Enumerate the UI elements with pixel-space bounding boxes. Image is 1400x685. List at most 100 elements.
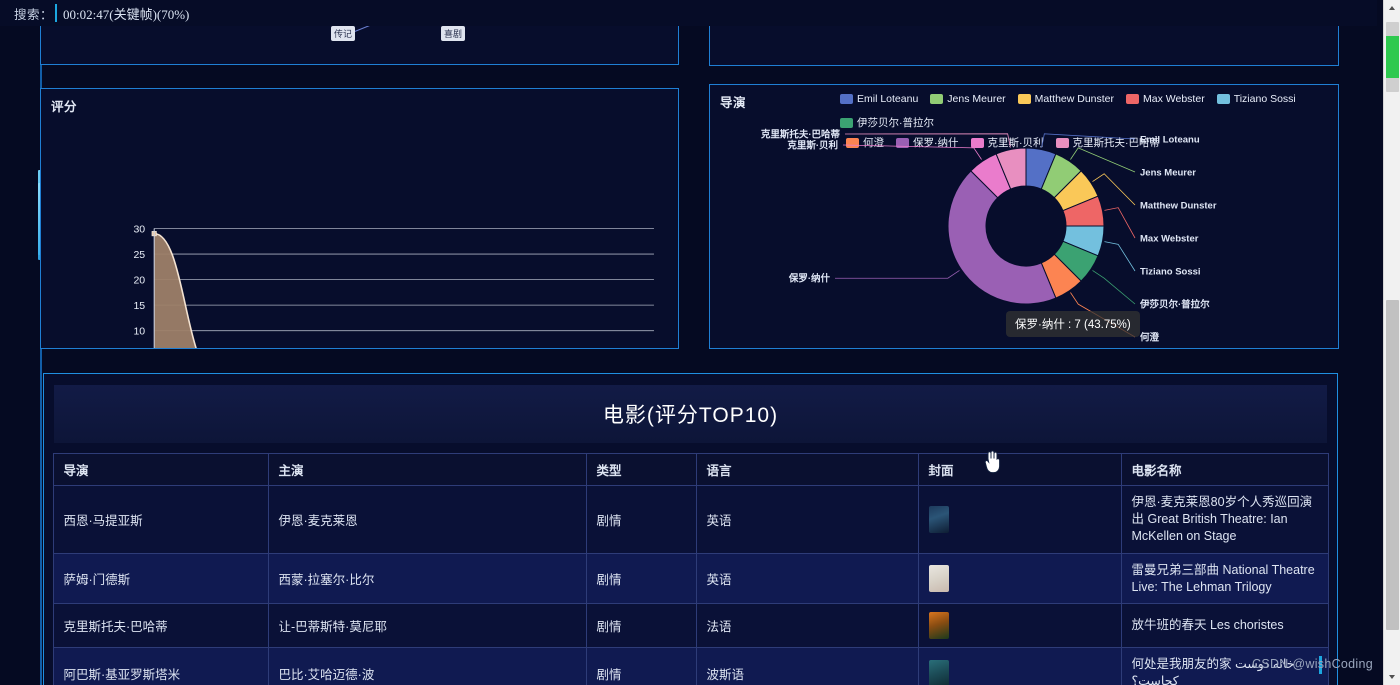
cell-type: 剧情	[585, 485, 697, 554]
table-row[interactable]: 西恩·马提亚斯 伊恩·麦克莱恩 剧情 英语 伊恩·麦克莱恩80岁个人秀巡回演出 Grea…	[52, 485, 1329, 554]
table-row[interactable]: 萨姆·门德斯 西蒙·拉塞尔·比尔 剧情 英语 雷曼兄弟三部曲 National Thea…	[52, 552, 1329, 605]
legend-item[interactable]: 保罗·纳什	[896, 135, 959, 150]
svg-text:Jens Meurer: Jens Meurer	[1140, 168, 1196, 179]
svg-text:克里斯·贝利: 克里斯·贝利	[787, 140, 838, 152]
legend-swatch	[840, 94, 853, 104]
col-header-name[interactable]: 电影名称	[1120, 453, 1329, 486]
cell-movie-name: 伊恩·麦克莱恩80岁个人秀巡回演出 Great British Theatre:…	[1120, 485, 1329, 554]
mouse-cursor-icon	[984, 450, 1001, 474]
movie-table-title: 电影(评分TOP10)	[54, 385, 1327, 443]
legend-label: 克里斯·贝利	[987, 137, 1044, 149]
cell-director: 西恩·马提亚斯	[52, 485, 269, 554]
legend-label: Jens Meurer	[947, 93, 1006, 105]
cell-language: 英语	[695, 485, 919, 554]
table-header-row: 导演 主演 类型 语言 封面 电影名称	[52, 453, 1329, 486]
cell-type: 剧情	[585, 603, 697, 649]
legend-item[interactable]: Matthew Dunster	[1017, 93, 1115, 105]
poster-thumbnail[interactable]	[928, 659, 949, 685]
cell-director: 阿巴斯·基亚罗斯塔米	[52, 647, 269, 685]
scroll-down-arrow-icon[interactable]	[1384, 668, 1400, 685]
cell-language: 法语	[695, 603, 919, 649]
svg-text:Tiziano Sossi: Tiziano Sossi	[1140, 267, 1201, 278]
poster-thumbnail[interactable]	[928, 505, 949, 533]
search-bar[interactable]: 搜索： 00:02:47(关键帧)(70%)	[0, 0, 1383, 26]
genre-label-1: 喜剧	[441, 26, 466, 41]
cell-cover	[917, 603, 1122, 649]
legend-swatch	[846, 137, 859, 148]
cell-star: 伊恩·麦克莱恩	[267, 485, 587, 554]
pie-chart-wrap: Emil Loteanu Jens Meurer Matthew Dunster Ma…	[710, 121, 1338, 349]
svg-text:克里斯托夫·巴哈蒂: 克里斯托夫·巴哈蒂	[761, 129, 841, 141]
panel-director: 导演 Emil Loteanu Jens Meurer Matthew Dunste…	[709, 84, 1339, 349]
col-header-language[interactable]: 语言	[695, 453, 919, 486]
cell-cover	[917, 647, 1122, 685]
legend-item[interactable]: Max Webster	[1126, 93, 1205, 105]
cell-language: 波斯语	[695, 647, 919, 685]
pie-tooltip: 保罗·纳什 : 7 (43.75%)	[1006, 311, 1140, 337]
svg-text:Emil Loteanu: Emil Loteanu	[1140, 135, 1200, 146]
table-row[interactable]: 克里斯托夫·巴哈蒂 让-巴蒂斯特·莫尼耶 剧情 法语 放牛班的春天 Les choris…	[52, 603, 1329, 649]
cell-movie-name: 何处是我朋友的家 خانه دوست کجاست؟	[1120, 647, 1329, 685]
svg-text:Max Webster: Max Webster	[1140, 234, 1199, 245]
genre-label-0: 传记	[331, 26, 356, 41]
svg-text:Matthew Dunster: Matthew Dunster	[1140, 201, 1217, 212]
panel-rating: 评分 051015202530 4.04.44.64.75.05.25.55.8…	[40, 88, 679, 349]
legend-swatch	[970, 137, 984, 148]
director-pie-chart[interactable]: Emil Loteanu Jens Meurer Matthew Dunster Ma…	[710, 121, 1338, 349]
col-header-type[interactable]: 类型	[585, 453, 697, 486]
table-row[interactable]: 阿巴斯·基亚罗斯塔米 巴比·艾哈迈德·波 剧情 波斯语 何处是我朋友的家 خانه دو…	[52, 647, 1329, 685]
scroll-up-arrow-icon[interactable]	[1384, 0, 1400, 17]
search-label: 搜索：	[14, 7, 54, 22]
svg-text:30: 30	[133, 224, 145, 236]
cell-language: 英语	[695, 552, 919, 605]
poster-thumbnail[interactable]	[928, 565, 949, 592]
legend-swatch	[1017, 94, 1031, 104]
panel-movie-table: 电影(评分TOP10) 导演 主演 类型 语言 封面 电影名称 西恩·马提亚斯伊…	[43, 373, 1338, 685]
legend-label: Tiziano Sossi	[1233, 93, 1296, 105]
svg-text:25: 25	[133, 249, 145, 261]
legend-swatch	[840, 117, 853, 128]
legend-item[interactable]: 克里斯托夫·巴哈蒂	[1055, 135, 1161, 150]
legend-item[interactable]: 伊莎贝尔·普拉尔	[840, 115, 934, 130]
director-panel-title: 导演	[720, 96, 747, 110]
legend-label: Matthew Dunster	[1034, 93, 1115, 105]
search-value: 00:02:47(关键帧)(70%)	[63, 6, 190, 22]
legend-item[interactable]: Emil Loteanu	[840, 93, 918, 105]
legend-item[interactable]: Jens Meurer	[930, 93, 1006, 105]
svg-text:10: 10	[133, 326, 145, 338]
browser-scrollbar[interactable]	[1383, 0, 1400, 685]
rating-area-chart: 051015202530 4.04.44.64.75.05.25.55.85.9	[133, 224, 654, 348]
watermark: CSDN @wishCoding	[1252, 657, 1373, 671]
svg-text:伊莎贝尔·普拉尔: 伊莎贝尔·普拉尔	[1139, 299, 1210, 311]
pie-legend[interactable]: Emil Loteanu Jens Meurer Matthew Dunster Ma…	[840, 93, 1330, 150]
legend-swatch	[1216, 94, 1230, 104]
poster-thumbnail[interactable]	[928, 612, 949, 640]
legend-swatch	[930, 94, 944, 104]
col-header-star[interactable]: 主演	[267, 453, 587, 486]
cell-star: 西蒙·拉塞尔·比尔	[267, 552, 587, 605]
legend-label: Max Webster	[1143, 93, 1205, 105]
legend-item[interactable]: 克里斯·贝利	[970, 135, 1044, 150]
scrollbar-marker[interactable]	[1386, 22, 1399, 92]
svg-text:20: 20	[133, 275, 145, 287]
legend-label: 保罗·纳什	[913, 137, 959, 149]
watermark-caret	[1319, 656, 1322, 674]
cell-cover	[917, 485, 1122, 554]
col-header-director[interactable]: 导演	[52, 453, 269, 486]
page-right-edge	[1377, 0, 1383, 685]
cell-type: 剧情	[585, 647, 697, 685]
legend-swatch	[1055, 137, 1069, 148]
cell-director: 克里斯托夫·巴哈蒂	[52, 603, 269, 649]
cell-movie-name: 雷曼兄弟三部曲 National Theatre Live: The Lehma…	[1120, 552, 1329, 605]
col-header-cover[interactable]: 封面	[917, 453, 1122, 486]
scrollbar-thumb[interactable]	[1386, 300, 1399, 630]
rating-panel-title: 评分	[51, 100, 78, 114]
cell-cover	[917, 552, 1122, 605]
cell-movie-name: 放牛班的春天 Les choristes	[1120, 603, 1329, 649]
svg-text:15: 15	[133, 300, 145, 312]
legend-label: 伊莎贝尔·普拉尔	[857, 117, 934, 129]
movie-table: 导演 主演 类型 语言 封面 电影名称 西恩·马提亚斯 伊恩·麦克莱恩 剧情 英语 伊恩…	[52, 453, 1329, 685]
legend-item[interactable]: Tiziano Sossi	[1216, 93, 1296, 105]
legend-label: 克里斯托夫·巴哈蒂	[1072, 137, 1161, 149]
